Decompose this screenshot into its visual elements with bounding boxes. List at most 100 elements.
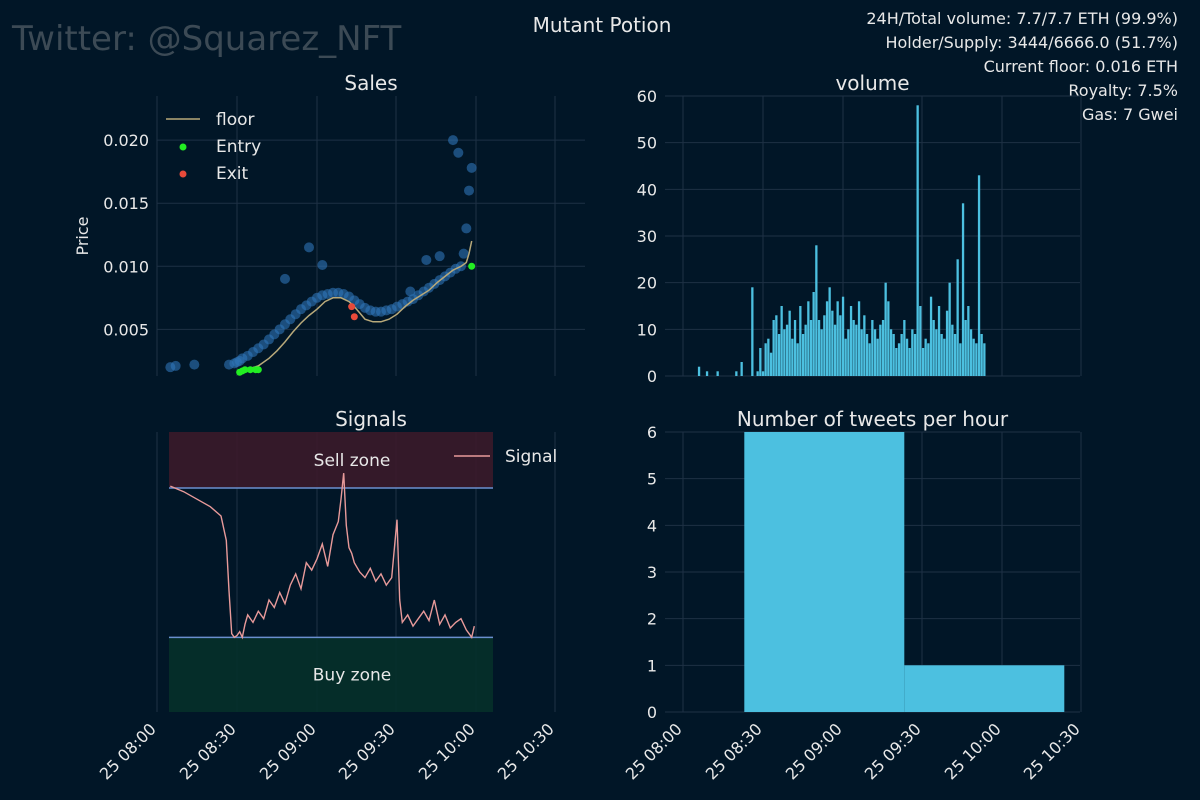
volume-bar bbox=[756, 371, 759, 376]
volume-bar bbox=[697, 366, 701, 376]
sale-point bbox=[461, 223, 472, 234]
volume-ytick-label: 0 bbox=[647, 367, 657, 386]
sale-point bbox=[464, 185, 474, 196]
volume-bar bbox=[929, 296, 933, 376]
volume-bar bbox=[793, 320, 797, 376]
volume-panel: volume 0 10 20 30 40 50 60 bbox=[637, 71, 1082, 386]
volume-bar bbox=[879, 324, 882, 376]
volume-bar bbox=[903, 320, 906, 376]
sale-point bbox=[421, 254, 432, 265]
volume-bar bbox=[980, 334, 983, 376]
tweets-area bbox=[744, 432, 905, 712]
entry-point bbox=[241, 366, 249, 374]
volume-bar bbox=[983, 343, 986, 376]
volume-title: volume bbox=[835, 71, 909, 95]
volume-bar bbox=[911, 329, 914, 376]
volume-bar bbox=[897, 343, 901, 376]
sales-legend: floor Entry Exit bbox=[166, 110, 261, 184]
watermark: Twitter: @Squarez_NFT bbox=[11, 19, 402, 59]
tweets-panel: Number of tweets per hour 0 1 2 3 4 5 6 25 08:00… bbox=[622, 407, 1084, 783]
sell-zone bbox=[169, 432, 493, 488]
volume-bar bbox=[927, 343, 930, 376]
volume-bar bbox=[889, 329, 893, 376]
sale-point bbox=[448, 135, 458, 146]
legend-label-signal: Signal bbox=[505, 447, 557, 467]
tweets-xtick-label: 25 08:00 bbox=[622, 719, 686, 783]
volume-bar bbox=[916, 105, 919, 377]
signals-xtick-label: 25 09:30 bbox=[335, 719, 399, 783]
volume-bar bbox=[849, 306, 853, 376]
volume-bar bbox=[801, 334, 805, 376]
volume-bar bbox=[769, 352, 773, 376]
entry-point bbox=[254, 366, 262, 374]
sales-ytick-label: 0.015 bbox=[103, 194, 149, 213]
volume-bar bbox=[951, 324, 954, 376]
volume-bar bbox=[945, 310, 949, 376]
volume-bar bbox=[961, 203, 965, 376]
signals-xtick-label: 25 08:30 bbox=[176, 719, 240, 783]
signals-xtick-label: 25 09:00 bbox=[256, 719, 320, 783]
volume-bar bbox=[735, 371, 738, 376]
volume-bar bbox=[841, 296, 845, 376]
sale-point bbox=[280, 273, 290, 284]
volume-bar bbox=[881, 320, 885, 376]
sales-ytick-label: 0.020 bbox=[103, 131, 149, 150]
figure-title: Mutant Potion bbox=[533, 13, 672, 37]
volume-bar bbox=[863, 315, 866, 376]
sale-point bbox=[466, 162, 477, 173]
sale-point bbox=[317, 260, 328, 271]
sale-point bbox=[458, 248, 469, 259]
sales-ytick-label: 0.010 bbox=[103, 257, 149, 276]
volume-ytick-label: 60 bbox=[637, 87, 657, 106]
sales-ytick-label: 0.005 bbox=[103, 320, 149, 339]
volume-bar bbox=[764, 343, 767, 376]
volume-bar bbox=[959, 343, 962, 376]
volume-bar bbox=[975, 343, 978, 376]
tweets-ytick-label: 1 bbox=[647, 656, 657, 675]
volume-bar bbox=[895, 348, 898, 376]
signals-legend: Signal bbox=[454, 447, 557, 467]
floor-line bbox=[239, 240, 473, 371]
legend-exit-swatch bbox=[179, 170, 187, 178]
sales-ylabel: Price bbox=[73, 216, 92, 255]
volume-ytick-label: 10 bbox=[637, 320, 657, 339]
stats-box: 24H/Total volume: 7.7/7.7 ETH (99.9%) Ho… bbox=[866, 9, 1178, 124]
volume-bar bbox=[761, 371, 765, 376]
tweets-xtick-label: 25 10:00 bbox=[941, 719, 1005, 783]
volume-bar bbox=[876, 338, 879, 376]
volume-bar bbox=[817, 320, 821, 376]
entry-point bbox=[468, 262, 476, 270]
tweets-xtick-label: 25 09:30 bbox=[861, 719, 925, 783]
tweets-ytick-label: 5 bbox=[647, 470, 657, 489]
buy-zone-label: Buy zone bbox=[313, 666, 391, 686]
volume-bar bbox=[932, 320, 935, 376]
legend-label-entry: Entry bbox=[216, 137, 261, 157]
sales-title: Sales bbox=[344, 71, 397, 95]
volume-bar bbox=[780, 306, 783, 376]
volume-ytick-label: 40 bbox=[637, 180, 657, 199]
volume-bar bbox=[799, 306, 802, 376]
volume-bar bbox=[785, 324, 789, 376]
volume-bar bbox=[809, 320, 813, 376]
volume-bar bbox=[884, 282, 887, 376]
volume-bar bbox=[956, 259, 959, 376]
volume-bar bbox=[796, 343, 799, 376]
sale-point bbox=[304, 242, 314, 253]
tweets-ytick-label: 6 bbox=[647, 423, 657, 442]
entry-point bbox=[246, 366, 254, 374]
tweets-xtick-label: 25 10:30 bbox=[1020, 719, 1084, 783]
volume-bar bbox=[873, 329, 877, 376]
volume-bar bbox=[847, 329, 850, 376]
sale-point bbox=[170, 360, 181, 371]
volume-bar bbox=[772, 320, 775, 376]
volume-bar bbox=[977, 175, 981, 376]
volume-bar bbox=[972, 338, 975, 376]
volume-bar bbox=[871, 320, 874, 376]
volume-bar bbox=[833, 324, 837, 376]
volume-bar bbox=[967, 306, 970, 376]
signals-xtick-label: 25 10:30 bbox=[494, 719, 558, 783]
volume-bar bbox=[751, 287, 754, 376]
stat-royalty: Royalty: 7.5% bbox=[1068, 81, 1178, 100]
buy-zone bbox=[169, 637, 493, 712]
volume-bar bbox=[831, 310, 834, 376]
